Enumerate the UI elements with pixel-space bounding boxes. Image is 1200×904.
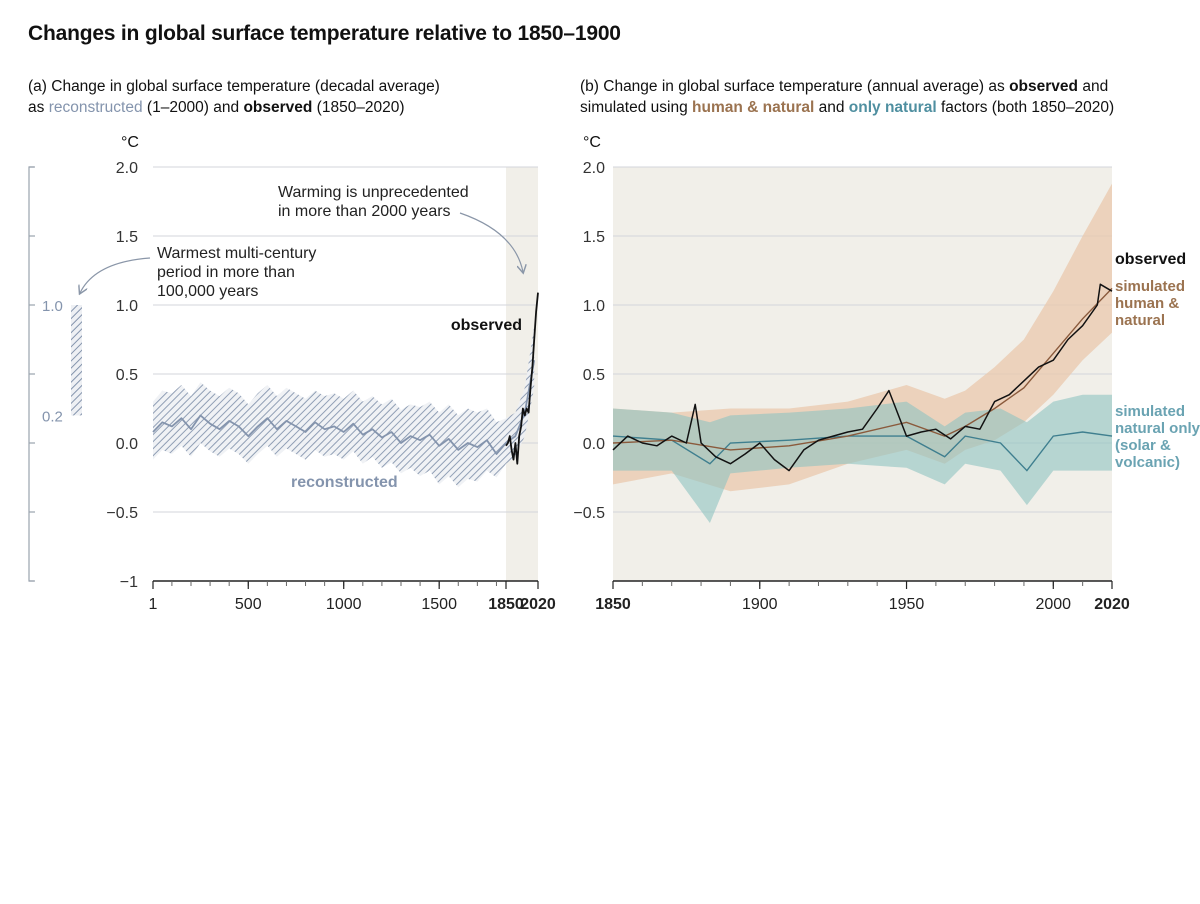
y-tick-label-b: 2.0 xyxy=(583,160,605,177)
reconstructed-line xyxy=(152,360,536,455)
y-axis-unit-b: °C xyxy=(583,134,601,151)
unprecedented-annotation-line: Warming is unprecedented xyxy=(278,184,469,201)
x-tick-label-a: 1000 xyxy=(326,596,362,613)
observed-label-b: observed xyxy=(1115,251,1186,268)
human-natural-line xyxy=(612,287,1113,451)
warmest-annotation-line: period in more than xyxy=(157,264,295,281)
side-bar-label-high: 1.0 xyxy=(42,298,63,315)
panel-a-chart: 2.01.51.00.50.0−0.5−1°C1 500 1000 1500 18502… xyxy=(28,134,556,613)
warmest-arrow xyxy=(80,257,151,293)
chart-title: Changes in global surface temperature re… xyxy=(28,22,621,45)
y-tick-label-b: 1.5 xyxy=(583,229,605,246)
reconstructed-label-a: reconstructed xyxy=(291,474,398,491)
x-tick-label-a: 500 xyxy=(235,596,262,613)
natural-only-label: simulated xyxy=(1115,403,1185,420)
panel-b-subtitle-line2: simulated using human & natural and only… xyxy=(580,99,1115,116)
x-tick-label-a: 1 xyxy=(149,596,158,613)
human-natural-label: natural xyxy=(1115,312,1165,329)
y-tick-label-a: 1.5 xyxy=(116,229,138,246)
x-tick-label-b: 1850 xyxy=(595,596,631,613)
y-axis-unit-a: °C xyxy=(121,134,139,151)
warmest-period-annotation: Warmest multi-century period in more than… xyxy=(157,245,316,300)
x-tick-label-a: 1850 xyxy=(488,596,524,613)
x-tick-label-a: 2020 xyxy=(520,596,556,613)
observed-line-a xyxy=(505,292,539,465)
side-bar-label-low: 0.2 xyxy=(42,408,63,425)
y-tick-label-a: 2.0 xyxy=(116,160,138,177)
y-tick-label-a: 0.0 xyxy=(116,436,138,453)
y-tick-label-b: 0.0 xyxy=(583,436,605,453)
natural-only-line xyxy=(612,431,1113,472)
unprecedented-arrow xyxy=(459,212,523,272)
panel-b-nat-word: only natural xyxy=(848,99,937,116)
human-natural-label: simulated xyxy=(1115,278,1185,295)
y-tick-label-b: −0.5 xyxy=(573,505,605,522)
panel-a-subtitle-line2: as reconstructed (1–2000) and observed (… xyxy=(28,99,405,116)
x-tick-label-b: 1950 xyxy=(889,596,925,613)
natural-only-label: (solar & xyxy=(1115,437,1171,454)
panel-a-subtitle: (a) Change in global surface temperature… xyxy=(28,76,440,118)
x-tick-label-b: 2020 xyxy=(1094,596,1130,613)
unprecedented-annotation: Warming is unprecedented in more than 200… xyxy=(278,184,469,220)
panel-b-hn-word: human & natural xyxy=(692,99,815,116)
human-natural-label: human & xyxy=(1115,295,1179,312)
warmest-annotation-line: Warmest multi-century xyxy=(157,245,316,262)
warmest-annotation-line: 100,000 years xyxy=(157,283,258,300)
reconstructed-uncertainty-band xyxy=(153,325,535,488)
warmest-period-range-bar xyxy=(71,305,82,416)
panel-a-recon-word: reconstructed xyxy=(48,99,143,116)
panel-a-observed-word: observed xyxy=(243,99,313,116)
y-tick-label-a: 0.5 xyxy=(116,367,138,384)
panel-b-observed-word: observed xyxy=(1009,78,1079,95)
panel-a-subtitle-line1: (a) Change in global surface temperature… xyxy=(28,78,440,95)
natural-only-band xyxy=(613,394,1112,523)
observed-line-b xyxy=(612,283,1113,472)
y-tick-label-b: 0.5 xyxy=(583,367,605,384)
y-tick-label-b: 1.0 xyxy=(583,298,605,315)
panel-b-subtitle: (b) Change in global surface temperature… xyxy=(580,76,1114,118)
natural-only-label: natural only xyxy=(1115,420,1200,437)
x-tick-label-a: 1500 xyxy=(421,596,457,613)
panel-b-subtitle-line1: (b) Change in global surface temperature… xyxy=(580,78,1109,95)
panel-b-chart: 2.0 1.5 1.0 0.5 0.0 −0.5 °C 1850 1900 1950 2000 202… xyxy=(573,134,1200,613)
x-tick-label-b: 2000 xyxy=(1035,596,1071,613)
y-tick-label-a: 1.0 xyxy=(116,298,138,315)
natural-only-label: volcanic) xyxy=(1115,454,1180,471)
x-tick-label-b: 1900 xyxy=(742,596,778,613)
y-tick-label-a: −1 xyxy=(120,574,138,591)
observed-label-a: observed xyxy=(451,317,522,334)
unprecedented-annotation-line: in more than 2000 years xyxy=(278,203,451,220)
y-tick-label-a: −0.5 xyxy=(106,505,138,522)
